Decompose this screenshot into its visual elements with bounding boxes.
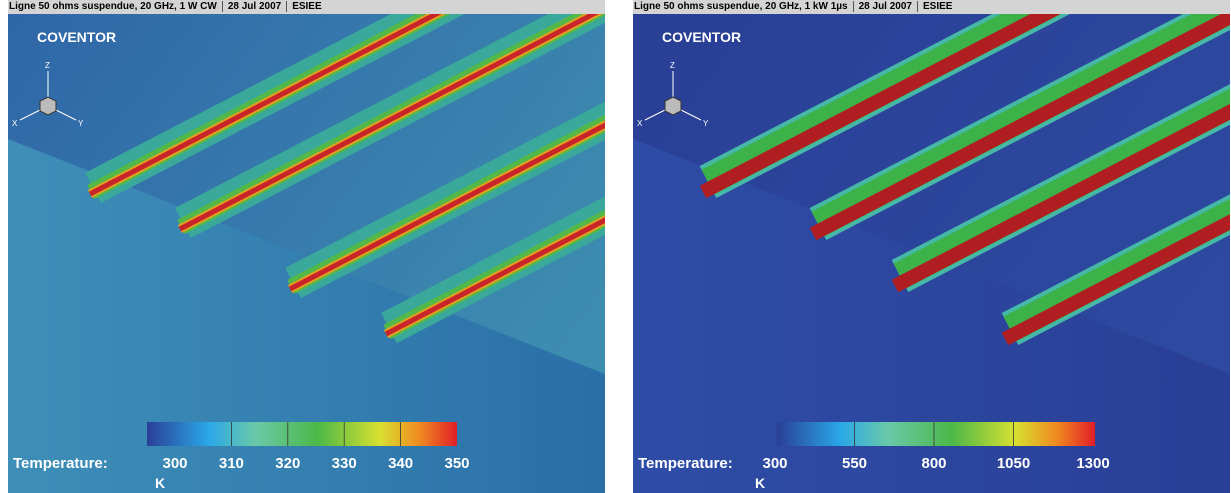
panel: Ligne 50 ohms suspendue, 20 GHz, 1 kW 1µ…: [633, 0, 1230, 493]
axis-y: Y: [78, 119, 84, 128]
header-date: 28 Jul 2007: [852, 1, 917, 12]
header-title: Ligne 50 ohms suspendue, 20 GHz, 1 kW 1µ…: [634, 1, 848, 12]
strip: [384, 217, 605, 337]
substrate: [8, 139, 605, 493]
colorbar-tick: 550: [842, 455, 867, 472]
colorbar-tick: 350: [444, 455, 469, 472]
axis-z: Z: [670, 61, 675, 70]
strip: [88, 14, 442, 197]
header-org: ESIEE: [286, 1, 327, 12]
colorbar-tick: 300: [162, 455, 187, 472]
colorbar-unit: K: [155, 475, 165, 491]
axis-x: X: [12, 119, 18, 128]
view: COVENTOR Z X Y 300 310 320 330 340 350 Temperature…: [8, 14, 605, 493]
colorbar-tick: 320: [275, 455, 300, 472]
cube: [664, 96, 682, 116]
colorbar-tick: 800: [921, 455, 946, 472]
colorbar-unit: K: [755, 475, 765, 491]
colorbar-tick: 1300: [1076, 455, 1109, 472]
colorbar-tick: 340: [388, 455, 413, 472]
colorbar-label: Temperature:: [13, 455, 108, 472]
colorbar-tick: 1050: [997, 455, 1030, 472]
strip: [809, 14, 1230, 241]
strip: [1001, 214, 1230, 346]
header: Ligne 50 ohms suspendue, 20 GHz, 1 kW 1µ…: [633, 0, 1230, 14]
strip: [891, 103, 1230, 293]
colorbar: [777, 422, 1095, 446]
header-org: ESIEE: [916, 1, 958, 12]
logo: COVENTOR: [37, 29, 116, 45]
colorbar: [147, 422, 457, 446]
header-date: 28 Jul 2007: [221, 1, 287, 12]
logo: COVENTOR: [662, 29, 741, 45]
colorbar-tick: 300: [762, 455, 787, 472]
view: COVENTOR Z X Y 300 550 800 1050 1300 Temperature:…: [633, 14, 1230, 493]
substrate: [633, 139, 1230, 493]
header-title: Ligne 50 ohms suspendue, 20 GHz, 1 W CW: [9, 1, 217, 12]
panel: Ligne 50 ohms suspendue, 20 GHz, 1 W CW 2…: [8, 0, 605, 493]
axis-z: Z: [45, 61, 50, 70]
header: Ligne 50 ohms suspendue, 20 GHz, 1 W CW 2…: [8, 0, 605, 14]
axis-y: Y: [703, 119, 709, 128]
axis-x: X: [637, 119, 643, 128]
strip: [699, 14, 1061, 199]
strip: [178, 14, 599, 232]
colorbar-label: Temperature:: [638, 455, 733, 472]
strip: [288, 122, 605, 292]
cube: [39, 96, 57, 116]
colorbar-tick: 330: [332, 455, 357, 472]
colorbar-tick: 310: [219, 455, 244, 472]
